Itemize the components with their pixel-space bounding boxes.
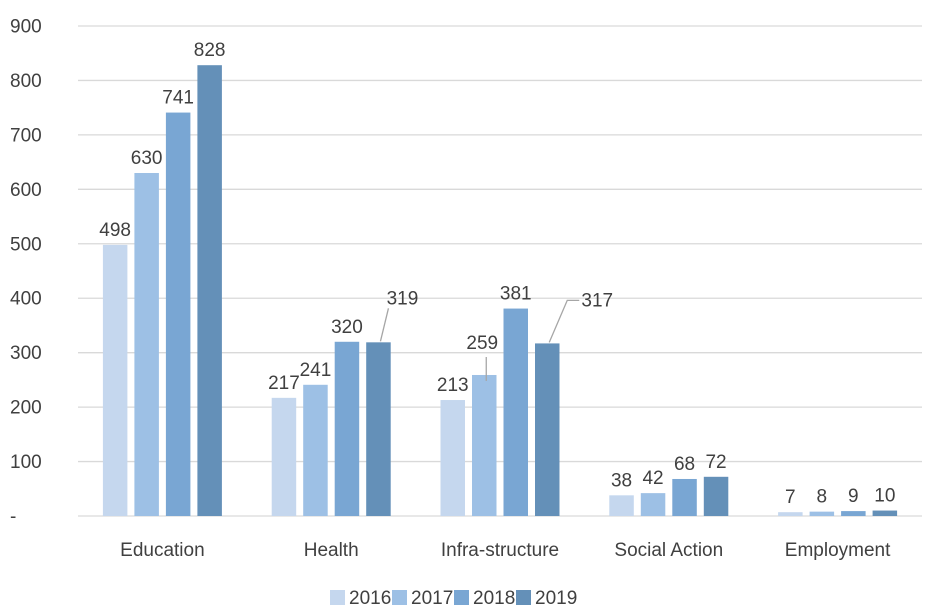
- bar: [440, 400, 465, 516]
- y-tick-label: 200: [10, 398, 42, 419]
- data-label: 498: [99, 220, 131, 241]
- data-label: 10: [874, 486, 895, 507]
- bar: [134, 173, 159, 516]
- legend-swatch: [392, 590, 407, 605]
- bar: [535, 343, 560, 516]
- bar: [271, 397, 297, 516]
- data-label: 9: [848, 486, 859, 507]
- data-label: 317: [581, 290, 613, 311]
- legend: 2016 2017 2018 2019: [330, 588, 577, 609]
- bars: [102, 65, 898, 517]
- bar: [197, 65, 222, 516]
- bar: [872, 510, 898, 516]
- bar: [672, 478, 697, 516]
- bar: [809, 511, 835, 516]
- y-tick-label: 300: [10, 343, 42, 364]
- data-label: 828: [194, 40, 226, 61]
- y-tick-label: 100: [10, 452, 42, 473]
- bar: [102, 244, 128, 516]
- data-label: 38: [611, 470, 632, 491]
- leader-line: [548, 299, 580, 343]
- bar: [640, 493, 666, 516]
- data-label: 213: [437, 375, 469, 396]
- data-label: 319: [387, 288, 419, 309]
- data-label: 217: [268, 373, 300, 394]
- bar: [609, 495, 634, 516]
- data-label: 8: [817, 487, 828, 508]
- y-tick-label: 800: [10, 71, 42, 92]
- legend-swatch: [330, 590, 345, 605]
- legend-label: 2017: [411, 588, 453, 609]
- category-labels: Education Health Infra-structure Social Act…: [120, 540, 891, 561]
- data-label: 320: [331, 317, 363, 338]
- data-label: 7: [785, 487, 796, 508]
- data-label: 72: [705, 452, 726, 473]
- bar: [303, 384, 328, 516]
- data-label: 630: [131, 148, 163, 169]
- legend-swatch: [454, 590, 469, 605]
- y-tick-label: 500: [10, 234, 42, 255]
- leader-line: [379, 308, 390, 342]
- bar: [778, 512, 803, 516]
- data-label: 68: [674, 454, 695, 475]
- data-label: 42: [642, 468, 663, 489]
- bar: [334, 341, 360, 516]
- bar: [703, 476, 729, 516]
- data-label: 259: [466, 333, 498, 354]
- legend-label: 2019: [535, 588, 577, 609]
- data-label: 241: [300, 360, 332, 381]
- y-tick-label: 600: [10, 180, 42, 201]
- legend-label: 2016: [349, 588, 391, 609]
- legend-label: 2018: [473, 588, 515, 609]
- bar: [472, 374, 497, 516]
- bar: [165, 112, 191, 517]
- y-tick-label: 400: [10, 289, 42, 310]
- bar: [841, 511, 866, 516]
- y-tick-label: 900: [10, 17, 42, 38]
- category-label: Social Action: [614, 540, 723, 561]
- y-tick-label: 700: [10, 125, 42, 146]
- bar: [366, 342, 391, 516]
- data-label: 381: [500, 284, 532, 305]
- data-label-leaders: [379, 299, 580, 381]
- legend-swatch: [516, 590, 531, 605]
- y-axis-ticks: - 100 200 300 400 500 600 700 800 900: [10, 17, 42, 528]
- y-tick-label: -: [10, 507, 16, 528]
- category-label: Employment: [785, 540, 891, 561]
- category-label: Infra-structure: [441, 540, 559, 561]
- category-label: Health: [304, 540, 359, 561]
- data-label: 741: [162, 88, 194, 109]
- bar: [503, 308, 528, 516]
- category-label: Education: [120, 540, 205, 561]
